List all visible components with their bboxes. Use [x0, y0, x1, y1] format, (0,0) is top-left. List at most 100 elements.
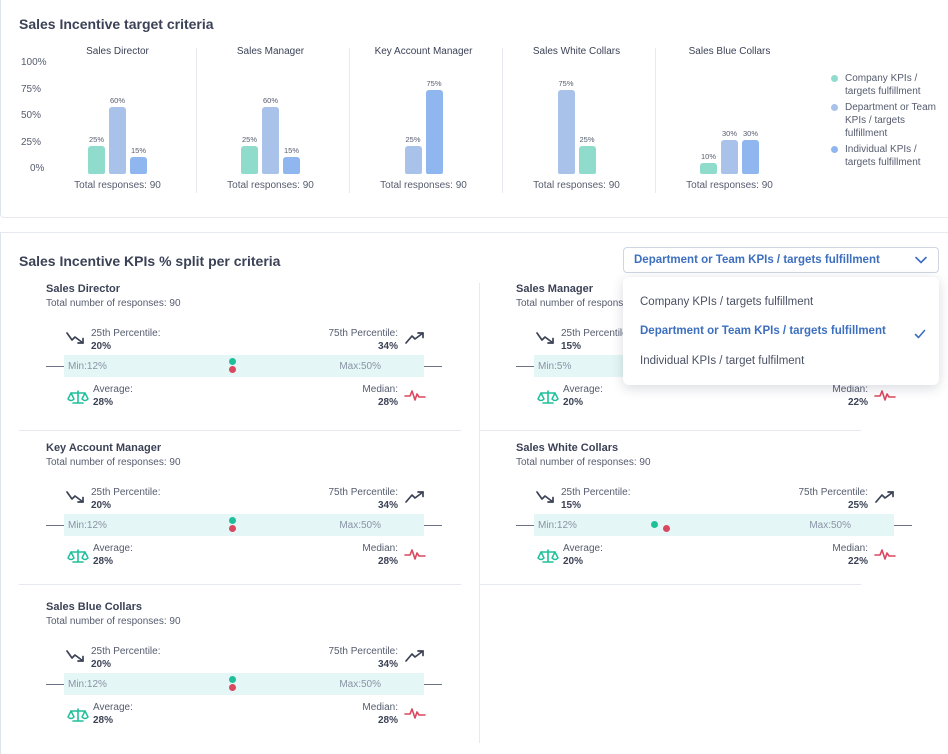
p25-value: 20% [91, 341, 112, 352]
average-label: Average: [93, 543, 133, 554]
bar-value-label: 75% [426, 79, 442, 88]
range-min-label: Min:12% [538, 520, 577, 531]
bar[interactable] [283, 157, 300, 174]
average-value: 28% [93, 397, 114, 408]
median-dot [228, 684, 236, 691]
bar[interactable] [88, 146, 105, 174]
chart-group-title: Sales White Collars [532, 46, 621, 57]
p25-value: 15% [561, 500, 582, 511]
median-dot [662, 525, 670, 532]
median-value: 22% [847, 556, 868, 567]
chart-divider [196, 48, 197, 193]
bar-value-label: 25% [579, 135, 595, 144]
bar[interactable] [721, 140, 738, 174]
bar[interactable] [557, 90, 575, 174]
p75-value: 25% [847, 500, 868, 511]
bar[interactable] [241, 146, 258, 174]
panel-divider [19, 430, 461, 431]
kpi-panel-subtitle: Total number of responses: 90 [516, 457, 651, 468]
p75-label: 75th Percentile: [328, 487, 399, 498]
trend-down-icon [65, 648, 87, 664]
chart-group: Sales Director 25% 60% 15% Total responses: … [41, 40, 194, 200]
kpi-panel-body: Key Account Manager Total number of respo… [46, 442, 446, 592]
p75-label: 75th Percentile: [328, 328, 399, 339]
bar-value-label: 25% [88, 135, 104, 144]
p75-label: 75th Percentile: [328, 646, 399, 657]
kpi-panel-body: Sales Director Total number of responses:… [46, 283, 446, 433]
bar[interactable] [425, 90, 443, 174]
range-whisker-left [46, 525, 64, 526]
criteria-select-value: Department or Team KPIs / targets fulfil… [634, 254, 880, 266]
range-whisker-left [516, 366, 534, 367]
range-max-label: Max:50% [809, 520, 851, 531]
criteria-select[interactable]: Department or Team KPIs / targets fulfil… [623, 247, 939, 273]
trend-up-icon [404, 489, 426, 505]
bar[interactable] [262, 106, 279, 174]
legend-swatch [831, 104, 838, 111]
average-value: 20% [563, 397, 584, 408]
kpi-panel: Key Account Manager Total number of respo… [1, 442, 442, 592]
pulse-icon [874, 546, 896, 562]
y-tick-label: 75% [21, 84, 42, 95]
kpi-panel-subtitle: Total number of responses: 90 [46, 616, 181, 627]
range-max-label: Max:50% [339, 679, 381, 690]
range-whisker-left [46, 366, 64, 367]
kpi-panel: Sales White Collars Total number of respo… [471, 442, 912, 592]
bar-value-label: 15% [283, 146, 299, 156]
p25-value: 20% [91, 500, 112, 511]
range-band [64, 673, 424, 695]
chart-divider [502, 48, 503, 193]
bar[interactable] [404, 146, 422, 174]
p25-label: 25th Percentile: [91, 487, 161, 498]
bar-value-label: 10% [700, 151, 716, 161]
range-min-label: Min:12% [68, 679, 107, 690]
trend-down-icon [65, 330, 87, 346]
y-tick-label: 0% [30, 163, 45, 174]
pulse-icon [404, 546, 426, 562]
median-dot [228, 525, 236, 532]
range-whisker-left [516, 525, 534, 526]
average-label: Average: [93, 384, 133, 395]
criteria-dropdown-menu: Company KPIs / targets fulfillment Depar… [623, 277, 939, 385]
pulse-icon [874, 387, 896, 403]
chart-group-total: Total responses: 90 [533, 180, 620, 191]
average-value: 28% [93, 715, 114, 726]
bar[interactable] [109, 106, 126, 174]
chart-group: Key Account Manager 25% 75% Total responses… [347, 40, 500, 200]
chart-legend: Company KPIs / targets fulfillment Depar… [831, 72, 943, 172]
kpi-panel-subtitle: Total number of responses: 90 [46, 298, 181, 309]
kpi-panel-title: Sales White Collars [516, 442, 619, 454]
p25-label: 25th Percentile: [91, 646, 161, 657]
average-label: Average: [93, 702, 133, 713]
chart-group-total: Total responses: 90 [227, 180, 314, 191]
panel-divider [19, 584, 461, 585]
legend-item-individual: Individual KPIs / targets fulfillment [831, 143, 943, 169]
trend-up-icon [404, 648, 426, 664]
kpi-split-card: Sales Incentive KPIs % split per criteri… [0, 232, 948, 754]
bar[interactable] [700, 162, 717, 174]
range-max-label: Max:50% [339, 520, 381, 531]
p25-label: 25th Percentile: [91, 328, 161, 339]
chart-divider [655, 48, 656, 193]
dropdown-option-department[interactable]: Department or Team KPIs / targets fulfil… [640, 325, 886, 337]
legend-label: Individual KPIs / targets fulfillment [845, 144, 921, 168]
legend-item-department: Department or Team KPIs / targets fulfil… [831, 101, 943, 140]
chart-group-total: Total responses: 90 [74, 180, 161, 191]
panel-divider [479, 584, 861, 585]
bar[interactable] [578, 146, 596, 174]
dropdown-option-company[interactable]: Company KPIs / targets fulfillment [640, 296, 814, 308]
bars-area: 75% 25% [500, 40, 653, 174]
legend-swatch [831, 75, 838, 82]
chart-group-total: Total responses: 90 [380, 180, 467, 191]
bar[interactable] [130, 157, 147, 174]
kpi-panel-title: Sales Blue Collars [46, 601, 142, 613]
dropdown-option-individual[interactable]: Individual KPIs / target fulfilment [640, 355, 805, 367]
average-label: Average: [563, 543, 603, 554]
median-value: 28% [377, 556, 398, 567]
bar[interactable] [742, 140, 759, 174]
bar-value-label: 75% [558, 79, 574, 88]
range-band [64, 514, 424, 536]
legend-label: Company KPIs / targets fulfillment [845, 73, 921, 97]
y-tick-label: 100% [21, 57, 47, 68]
chart-group-title: Sales Blue Collars [688, 46, 771, 57]
